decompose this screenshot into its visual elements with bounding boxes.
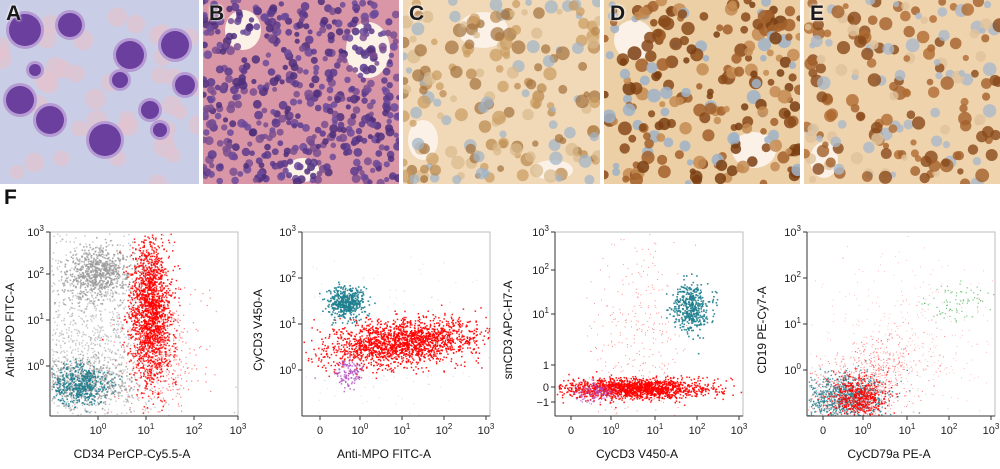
flow-plot-4-xlabel: CyCD79a PE-A: [847, 447, 930, 461]
flow-plot-3-ylabel: smCD3 APC-H7-A: [501, 281, 515, 380]
micrograph-panel-a: A: [0, 0, 199, 184]
flow-plot-4-ytick: 102: [784, 270, 801, 285]
flow-plot-3-xtick: 100: [603, 422, 620, 437]
flow-plot-3-ytick: 102: [532, 262, 549, 277]
flow-plot-2: 0 100 101 102 103 100 101 102 103 Anti-MPO FITC-A…: [251, 224, 495, 461]
flow-plot-4-ylabel: CD19 PE-Cy7-A: [755, 286, 769, 373]
flow-plot-1-events: [51, 233, 237, 417]
flow-plot-4-xtick: 0: [820, 425, 826, 437]
flow-plot-3-xtick: 101: [647, 422, 664, 437]
micrograph-e-image: [804, 0, 1000, 184]
flow-plot-1-ytick: 100: [27, 358, 44, 373]
flow-plot-4-ytick: 100: [784, 362, 801, 377]
panel-letter-a: A: [6, 2, 22, 25]
flow-plot-1: 100 101 102 103 100 101 102 103 CD34 PerCP-Cy5.5…: [3, 224, 247, 461]
flow-plot-2-xtick: 101: [394, 422, 411, 437]
flow-plot-3: 0 100 101 102 103 −1 0 1 101 102 103 CyCD3 V450-A sm…: [501, 224, 748, 461]
flow-plot-3-xtick: 0: [568, 425, 574, 437]
flow-plot-4-xtick: 103: [983, 422, 1000, 437]
flow-plot-3-xtick: 102: [689, 422, 706, 437]
flow-plot-1-ylabel: Anti-MPO FITC-A: [3, 283, 17, 377]
flow-plot-2-events: [303, 256, 491, 416]
flow-plot-1-xtick: 103: [230, 422, 247, 437]
flow-plot-4-ytick: 103: [784, 224, 801, 239]
flow-plot-2-xlabel: Anti-MPO FITC-A: [337, 447, 431, 461]
flow-plot-4-xtick: 101: [899, 422, 916, 437]
flow-plot-4-ytick: 101: [784, 316, 801, 331]
flow-plot-4: 0 100 101 102 103 100 101 102 103 CyCD79a PE-A CD1…: [755, 224, 1000, 461]
micrograph-panel-e: E: [804, 0, 1000, 184]
micrograph-panel-b: B: [203, 0, 399, 184]
flow-plot-1-ytick: 103: [27, 224, 44, 239]
flow-plot-2-xtick: 0: [317, 425, 323, 437]
flow-plot-3-ytick: 0: [543, 382, 549, 394]
flow-plot-2-ytick: 103: [279, 224, 296, 239]
panel-letter-d: D: [610, 2, 626, 25]
flow-plot-3-ytick: 103: [532, 224, 549, 239]
flow-plot-2-ylabel: CyCD3 V450-A: [251, 289, 265, 371]
flow-plot-2-ytick: 101: [279, 316, 296, 331]
flow-plot-2-ytick: 102: [279, 270, 296, 285]
flow-plot-3-events: [556, 234, 743, 416]
flow-plot-3-ytick: 101: [532, 306, 549, 321]
flow-plot-1-xtick: 102: [186, 422, 203, 437]
flow-plot-1-xlabel: CD34 PerCP-Cy5.5-A: [74, 447, 191, 461]
flow-plot-1-xtick: 101: [138, 422, 155, 437]
flow-plot-2-xtick: 103: [478, 422, 495, 437]
flow-plot-2-ytick: 100: [279, 362, 296, 377]
flow-plot-1-xtick: 100: [90, 422, 107, 437]
micrograph-panel-d: D: [604, 0, 800, 184]
micrograph-c-image: [403, 0, 600, 184]
micrograph-d-image: [604, 0, 800, 184]
flow-plot-4-xtick: 100: [855, 422, 872, 437]
micrograph-panel-c: C: [403, 0, 600, 184]
panel-letter-e: E: [810, 2, 825, 25]
flow-plot-4-events: [808, 236, 995, 417]
flow-plot-1-ytick: 101: [27, 312, 44, 327]
flow-plot-2-xtick: 102: [436, 422, 453, 437]
panel-letter-b: B: [209, 2, 225, 25]
panel-letter-c: C: [409, 2, 425, 25]
flow-plot-3-ytick: 1: [543, 360, 549, 372]
flow-plot-4-xtick: 102: [941, 422, 958, 437]
flow-plot-1-ytick: 102: [27, 266, 44, 281]
flow-plot-2-xtick: 100: [352, 422, 369, 437]
panel-letter-f: F: [4, 186, 17, 209]
flow-plot-3-ytick: −1: [536, 397, 549, 409]
micrograph-b-image: [203, 0, 399, 184]
micrograph-a-image: [0, 0, 199, 184]
flow-plot-3-xlabel: CyCD3 V450-A: [596, 447, 678, 461]
flow-plot-3-xtick: 103: [731, 422, 748, 437]
